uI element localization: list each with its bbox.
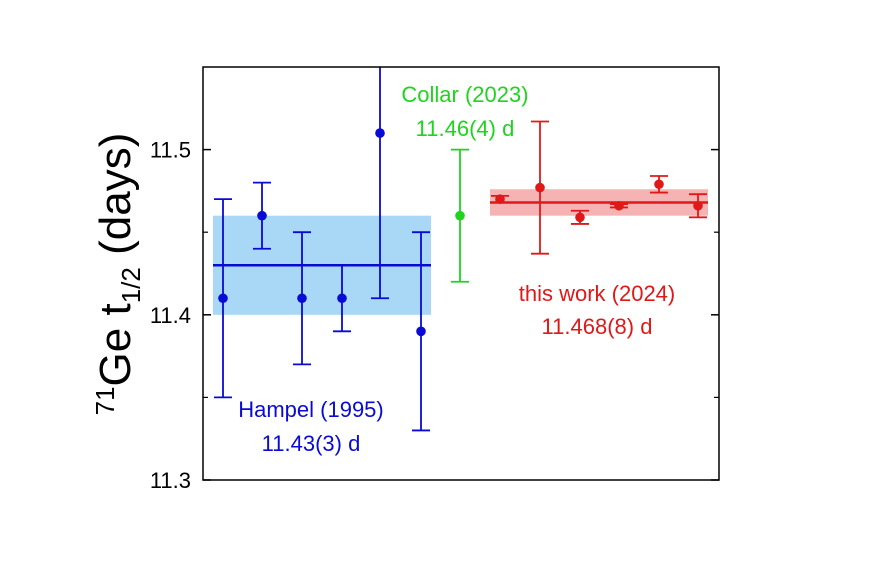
data-point-this-work-2024 [575,212,585,223]
y-axis-label-superscript: 71 [90,386,120,415]
annotation-collar-value: 11.46(4) d [416,116,515,141]
plot-frame [202,66,720,481]
data-point-hampel-1995 [218,293,228,304]
data-point-hampel-1995 [257,210,267,221]
y-axis-label-subscript: 1/2 [116,267,146,303]
annotation-thiswork-value: 11.468(8) d [542,314,653,339]
y-tick-label: 11.5 [150,138,191,163]
data-point-this-work-2024 [614,200,624,211]
data-point-hampel-1995 [337,293,347,304]
y-tick-label: 11.4 [150,303,191,328]
data-point-this-work-2024 [693,200,703,211]
annotation-hampel-value: 11.43(3) d [262,431,361,456]
annotation-thiswork-name: this work (2024) [519,281,676,306]
data-point-this-work-2024 [495,194,505,204]
y-axis-label: 71Ge t1/2 (days) [90,133,146,416]
data-point-collar-2023 [455,210,465,221]
y-axis-label-main: Ge t [91,303,140,386]
mean-lines-layer [213,201,708,267]
data-point-this-work-2024 [535,182,545,193]
annotation-collar-name: Collar (2023) [401,82,528,107]
data-point-hampel-1995 [375,128,385,138]
y-tick-label: 11.3 [150,468,191,493]
y-axis-label-suffix: (days) [91,133,140,267]
data-point-hampel-1995 [416,326,426,337]
points-layer [218,128,703,337]
annotation-hampel-name: Hampel (1995) [238,397,384,422]
data-point-hampel-1995 [297,293,307,304]
y-ticks-layer: 11.3 11.4 11.5 [150,138,719,493]
data-point-this-work-2024 [654,179,664,190]
